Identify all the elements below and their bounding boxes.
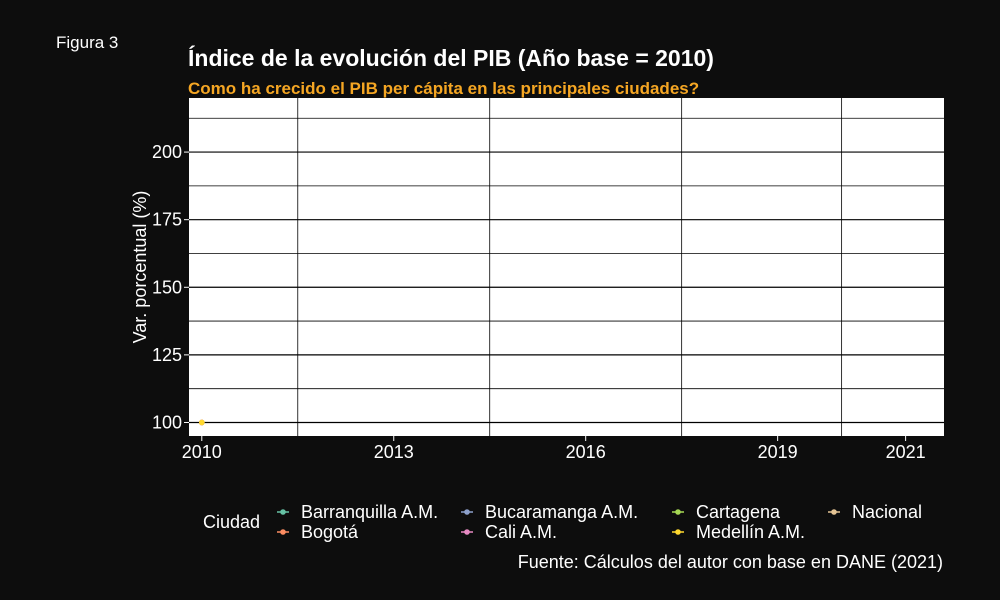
legend-key-point xyxy=(831,509,837,515)
y-axis-label: Var. porcentual (%) xyxy=(130,191,150,344)
legend-key-point xyxy=(280,529,286,535)
y-axis: 100 125 150 175 200 xyxy=(152,142,189,432)
x-tick-label: 2021 xyxy=(886,442,926,462)
plot-panel xyxy=(189,98,944,436)
legend-label: Nacional xyxy=(852,502,922,522)
legend-label: Bogotá xyxy=(301,522,359,542)
y-tick-label: 125 xyxy=(152,345,182,365)
x-axis: 2010 2013 2016 2019 2021 xyxy=(182,436,926,462)
y-tick-label: 150 xyxy=(152,277,182,297)
legend-item: Bucaramanga A.M. xyxy=(461,502,638,522)
chart-subtitle: Como ha crecido el PIB per cápita en las… xyxy=(188,79,699,98)
legend-item: Cali A.M. xyxy=(461,522,557,542)
x-tick-label: 2016 xyxy=(566,442,606,462)
legend: Ciudad Barranquilla A.M. Bucaramanga A.M.… xyxy=(203,502,922,542)
legend-key-point xyxy=(280,509,286,515)
data-point xyxy=(198,419,205,426)
source-caption: Fuente: Cálculos del autor con base en D… xyxy=(518,552,943,572)
legend-item: Bogotá xyxy=(277,522,359,542)
legend-item: Cartagena xyxy=(672,502,781,522)
legend-label: Bucaramanga A.M. xyxy=(485,502,638,522)
y-tick-label: 200 xyxy=(152,142,182,162)
legend-key-point xyxy=(464,529,470,535)
legend-label: Cali A.M. xyxy=(485,522,557,542)
x-tick-label: 2013 xyxy=(374,442,414,462)
figure-label: Figura 3 xyxy=(56,33,118,52)
chart-title: Índice de la evolución del PIB (Año base… xyxy=(188,44,714,71)
legend-key-point xyxy=(675,509,681,515)
legend-title: Ciudad xyxy=(203,512,260,532)
legend-label: Barranquilla A.M. xyxy=(301,502,438,522)
legend-item: Barranquilla A.M. xyxy=(277,502,438,522)
legend-item: Medellín A.M. xyxy=(672,522,805,542)
x-tick-label: 2019 xyxy=(758,442,798,462)
series-layer xyxy=(198,419,205,426)
series xyxy=(198,419,205,426)
y-tick-label: 100 xyxy=(152,412,182,432)
legend-item: Nacional xyxy=(828,502,922,522)
legend-label: Medellín A.M. xyxy=(696,522,805,542)
y-tick-label: 175 xyxy=(152,210,182,230)
x-tick-label: 2010 xyxy=(182,442,222,462)
legend-label: Cartagena xyxy=(696,502,781,522)
legend-key-point xyxy=(464,509,470,515)
grid-lines xyxy=(189,98,944,436)
legend-key-point xyxy=(675,529,681,535)
